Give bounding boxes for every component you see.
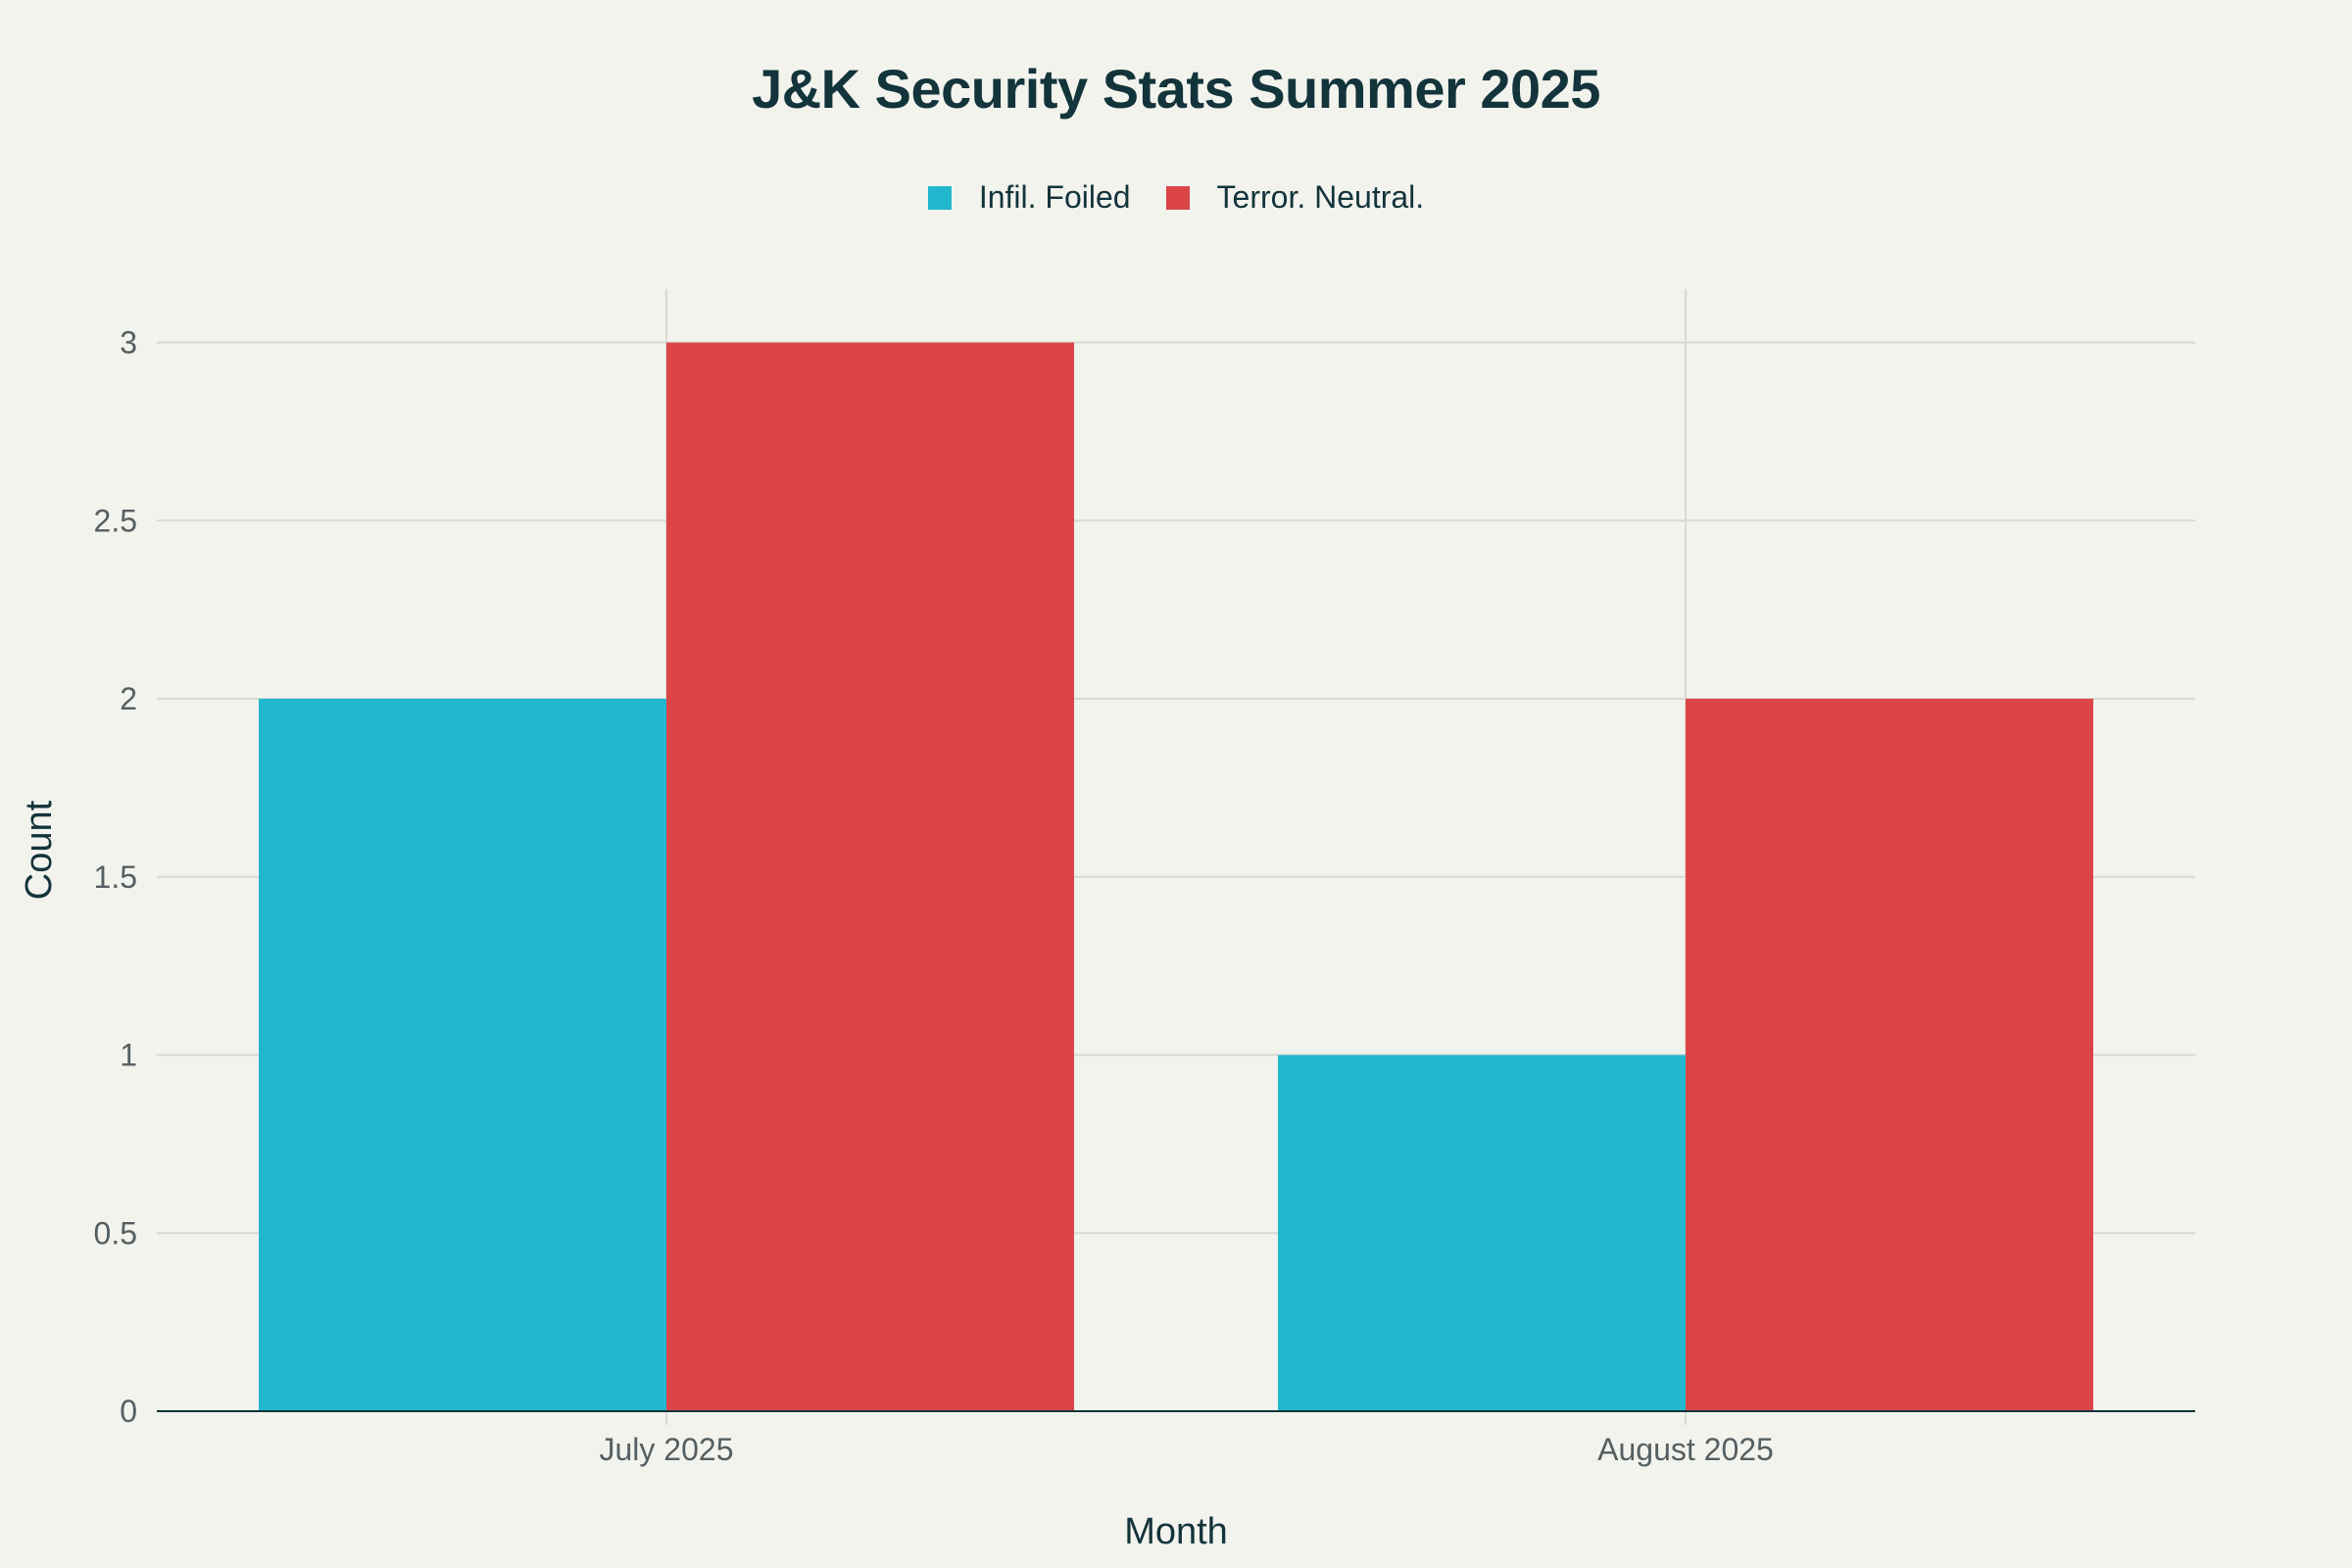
y-tick-label: 3 bbox=[120, 325, 137, 361]
y-tick-label: 1 bbox=[120, 1038, 137, 1073]
chart-title: J&K Security Stats Summer 2025 bbox=[752, 58, 1600, 120]
legend-swatch-infil-foiled bbox=[927, 185, 952, 210]
legend-swatch-terror-neutral bbox=[1165, 185, 1190, 210]
legend-label-infil-foiled: Infil. Foiled bbox=[978, 179, 1131, 215]
legend-item-terror-neutral[interactable]: Terror. Neutral. bbox=[1165, 179, 1425, 216]
legend: Infil. Foiled Terror. Neutral. bbox=[0, 179, 2352, 216]
x-tick-label: August 2025 bbox=[1597, 1432, 1774, 1467]
y-axis-title: Count bbox=[19, 800, 60, 900]
bar-terror-neutral-0[interactable] bbox=[666, 342, 1074, 1411]
y-tick-label: 2.5 bbox=[94, 503, 137, 538]
axis-layer: 0 0.5 1 1.5 2 2.5 3 July 2025 August 2025 bbox=[94, 325, 2195, 1467]
y-tick-label: 2 bbox=[120, 681, 137, 716]
legend-item-infil-foiled[interactable]: Infil. Foiled bbox=[927, 179, 1131, 216]
y-tick-label: 0.5 bbox=[94, 1215, 137, 1250]
bar-infil-foiled-1[interactable] bbox=[1278, 1054, 1686, 1411]
legend-label-terror-neutral: Terror. Neutral. bbox=[1216, 179, 1425, 215]
y-tick-label: 1.5 bbox=[94, 859, 137, 895]
bar-terror-neutral-1[interactable] bbox=[1686, 699, 2093, 1411]
bar-infil-foiled-0[interactable] bbox=[259, 699, 666, 1411]
x-tick-label: July 2025 bbox=[600, 1432, 734, 1467]
bar-layer bbox=[259, 342, 2093, 1411]
y-tick-label: 0 bbox=[120, 1394, 137, 1429]
x-axis-title: Month bbox=[1124, 1511, 1228, 1552]
